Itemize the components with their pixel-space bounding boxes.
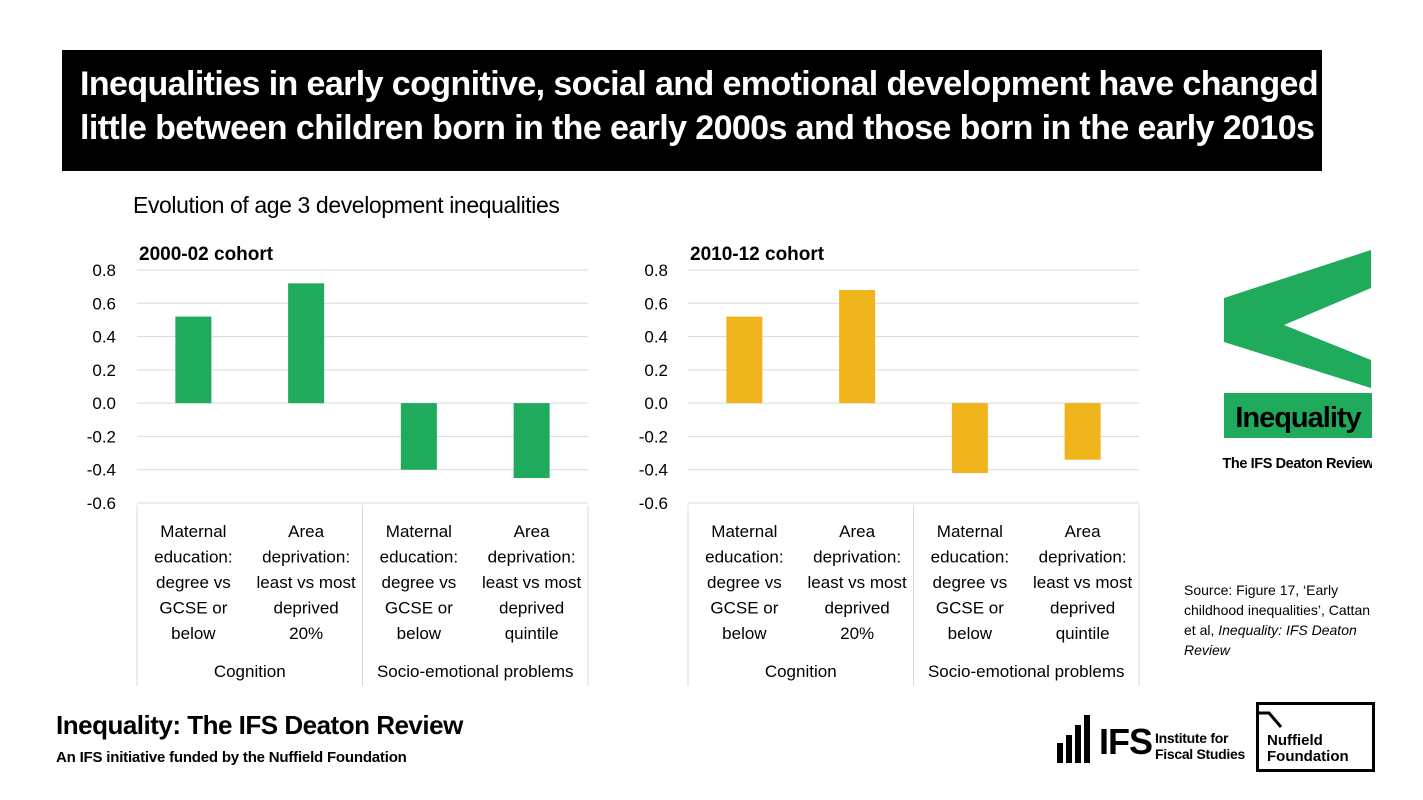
category-label: least vs most — [482, 573, 581, 592]
source-italic: Inequality: IFS Deaton Review — [1184, 622, 1357, 658]
group-label: Cognition — [214, 662, 286, 681]
category-label: Area — [1065, 522, 1101, 541]
cohort-title: 2010-12 cohort — [690, 244, 825, 265]
category-label: Maternal — [386, 522, 452, 541]
category-label: deprived — [499, 599, 564, 618]
y-tick-label: 0.6 — [92, 294, 116, 313]
bar — [1064, 403, 1101, 460]
headline-line-1: Inequalities in early cognitive, social … — [80, 65, 1319, 103]
y-tick-label: 0.4 — [644, 328, 668, 347]
y-tick-label: -0.4 — [87, 461, 116, 480]
category-label: least vs most — [1033, 573, 1132, 592]
y-tick-label: 0.8 — [644, 261, 668, 280]
group-label: Socio-emotional problems — [377, 662, 574, 681]
chart-subtitle: Evolution of age 3 development inequalit… — [133, 192, 560, 218]
headline-banner: Inequalities in early cognitive, social … — [62, 50, 1322, 171]
bar — [951, 403, 988, 474]
category-label: least vs most — [808, 573, 907, 592]
category-label: below — [948, 624, 993, 643]
ifs-logo: IFS Institute for Fiscal Studies — [1057, 710, 1247, 766]
bar — [513, 403, 550, 479]
y-tick-label: 0.0 — [644, 394, 668, 413]
inequality-logo-label: Inequality — [1235, 402, 1361, 434]
category-label: Maternal — [937, 522, 1003, 541]
category-label: below — [171, 624, 216, 643]
y-tick-label: -0.2 — [87, 427, 116, 446]
category-label: below — [722, 624, 767, 643]
y-tick-label: -0.2 — [639, 427, 668, 446]
category-label: degree vs — [156, 573, 231, 592]
category-label: degree vs — [933, 573, 1008, 592]
bar — [288, 283, 325, 404]
ifs-bars-icon — [1057, 715, 1090, 763]
y-tick-label: 0.0 — [92, 394, 116, 413]
y-tick-label: 0.8 — [92, 261, 116, 280]
inequality-chevron-shape — [1224, 250, 1371, 388]
nuffield-logo-line-2: Foundation — [1267, 748, 1349, 765]
group-label: Cognition — [765, 662, 837, 681]
category-label: education: — [705, 548, 783, 567]
category-label: GCSE or — [710, 599, 778, 618]
nuffield-logo: Nuffield Foundation — [1256, 702, 1375, 772]
category-label: deprived — [274, 599, 339, 618]
category-label: Area — [514, 522, 550, 541]
inequality-logo: Inequality The IFS Deaton Review — [1222, 250, 1375, 475]
ifs-logo-line-1: Institute for — [1155, 730, 1229, 746]
category-label: GCSE or — [159, 599, 227, 618]
y-tick-label: 0.4 — [92, 328, 116, 347]
y-tick-label: 0.6 — [644, 294, 668, 313]
nuffield-logo-line-1: Nuffield — [1267, 732, 1323, 749]
ifs-logo-name: Institute for Fiscal Studies — [1155, 730, 1245, 762]
nuffield-corner-icon — [1259, 711, 1283, 728]
bar — [175, 316, 212, 404]
y-tick-label: -0.4 — [639, 461, 668, 480]
category-label: deprivation: — [488, 548, 576, 567]
category-label: deprived — [825, 599, 890, 618]
category-label: degree vs — [707, 573, 782, 592]
y-tick-label: 0.2 — [92, 361, 116, 380]
category-label: deprivation: — [262, 548, 350, 567]
category-label: deprived — [1050, 599, 1115, 618]
ifs-logo-short: IFS — [1099, 721, 1153, 762]
headline-line-2: little between children born in the earl… — [80, 109, 1315, 147]
category-label: Maternal — [160, 522, 226, 541]
category-label: degree vs — [382, 573, 457, 592]
category-label: GCSE or — [385, 599, 453, 618]
inequality-label-box — [1224, 393, 1372, 438]
category-label: GCSE or — [936, 599, 1004, 618]
ifs-logo-line-2: Fiscal Studies — [1155, 746, 1245, 762]
bar — [400, 403, 437, 470]
bar — [839, 289, 876, 404]
footer-subtitle: An IFS initiative funded by the Nuffield… — [56, 749, 407, 766]
inequality-chevron-icon: Inequality The IFS Deaton Review — [1222, 250, 1375, 472]
nuffield-logo-text: Nuffield Foundation — [1267, 733, 1349, 765]
category-label: deprivation: — [1039, 548, 1127, 567]
category-label: quintile — [1056, 624, 1110, 643]
category-label: education: — [154, 548, 232, 567]
category-label: education: — [931, 548, 1009, 567]
bar — [726, 316, 763, 404]
y-tick-label: -0.6 — [639, 494, 668, 513]
category-label: Area — [288, 522, 324, 541]
group-label: Socio-emotional problems — [928, 662, 1125, 681]
y-tick-label: 0.2 — [644, 361, 668, 380]
category-label: Maternal — [711, 522, 777, 541]
category-label: 20% — [289, 624, 323, 643]
category-label: below — [397, 624, 442, 643]
source-text: Source: Figure 17, ‘Early childhood ineq… — [1184, 582, 1371, 638]
cohort-title: 2000-02 cohort — [139, 244, 274, 265]
inequality-logo-sub: The IFS Deaton Review — [1222, 456, 1372, 472]
footer-title: Inequality: The IFS Deaton Review — [56, 710, 463, 740]
y-tick-label: -0.6 — [87, 494, 116, 513]
category-label: deprivation: — [813, 548, 901, 567]
source-note: Source: Figure 17, ‘Early childhood ineq… — [1184, 580, 1384, 660]
category-label: education: — [380, 548, 458, 567]
category-label: Area — [839, 522, 875, 541]
category-label: 20% — [840, 624, 874, 643]
category-label: quintile — [505, 624, 559, 643]
category-label: least vs most — [257, 573, 356, 592]
